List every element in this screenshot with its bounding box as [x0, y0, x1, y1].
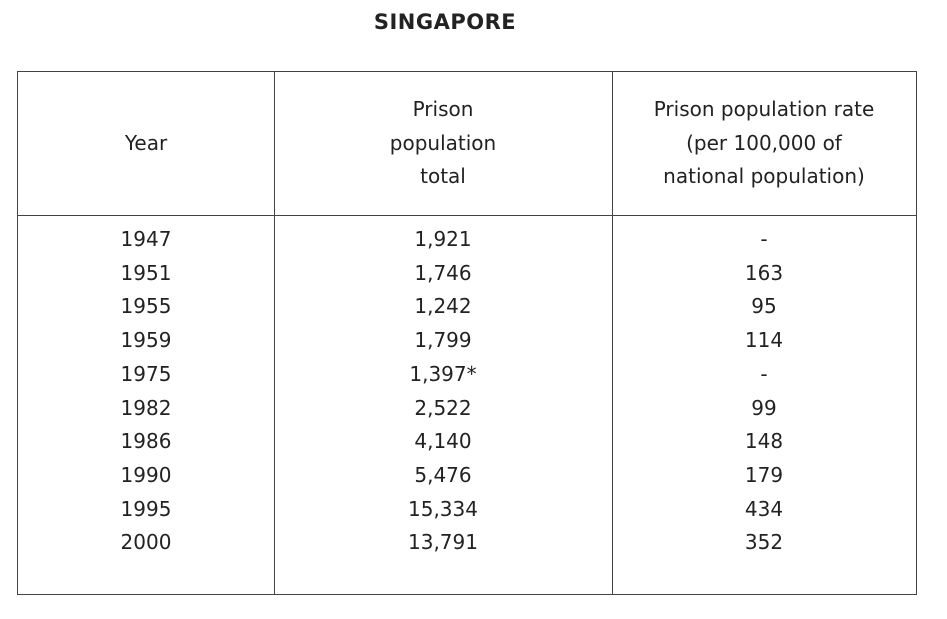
table-cell: 1,397*	[409, 361, 477, 386]
table-cell: 15,334	[408, 496, 478, 521]
header-cell: Prison population rate (per 100,000 of nat…	[612, 72, 916, 215]
table-cell: 1975	[120, 361, 172, 386]
header-cell: Prison population total	[274, 72, 612, 215]
table-cell: 99	[751, 395, 777, 420]
table-cell: 1947	[120, 227, 172, 251]
table-cell: 114	[744, 328, 784, 353]
table-cell: 1,242	[414, 294, 472, 319]
table-cell: -	[760, 361, 768, 386]
table-cell: 179	[744, 462, 784, 487]
table-cell: 1990	[120, 462, 172, 487]
header-line: population	[389, 130, 497, 155]
header-divider	[18, 215, 916, 216]
table-cell: -	[760, 227, 768, 251]
header-line: Year	[124, 130, 168, 155]
header-line: Prison	[412, 97, 474, 122]
table-cell: 5,476	[414, 462, 472, 487]
table-cell: 148	[744, 429, 784, 454]
table-cell: 13,791	[408, 530, 478, 555]
table-cell: 1,799	[414, 328, 472, 353]
table-cell: 434	[744, 496, 784, 521]
header-line: (per 100,000 of	[686, 130, 842, 155]
table-cell: 1951	[120, 260, 172, 285]
column-divider	[612, 72, 613, 594]
table-cell: 1959	[120, 328, 172, 353]
table-cell: 1982	[120, 395, 172, 420]
header-line: Prison population rate	[653, 97, 875, 122]
table-cell: 1986	[120, 429, 172, 454]
header-line: total	[420, 164, 466, 189]
title: SINGAPORE	[373, 10, 517, 34]
table: Year Prison population total Prison populati…	[17, 71, 917, 595]
header-cell: Year	[18, 72, 274, 215]
table-cell: 1,921	[414, 227, 472, 251]
table-cell: 1995	[120, 496, 172, 521]
table-cell: 1,746	[414, 260, 472, 285]
table-cell: 4,140	[414, 429, 472, 454]
table-cell: 1955	[120, 294, 172, 319]
table-cell: 95	[751, 294, 777, 319]
header-line: national population)	[663, 164, 865, 189]
table-cell: 163	[744, 260, 784, 285]
table-cell: 2,522	[414, 395, 472, 420]
table-cell: 2000	[120, 530, 172, 555]
table-cell: 352	[744, 530, 784, 555]
column-divider	[274, 72, 275, 594]
